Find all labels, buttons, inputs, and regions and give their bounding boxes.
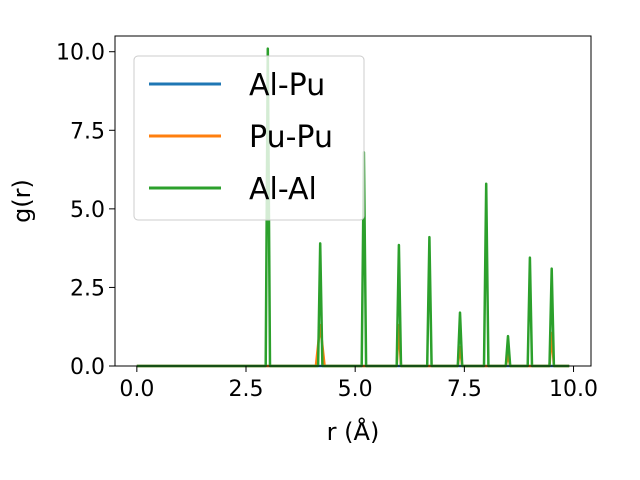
plot-area [114, 35, 592, 368]
x-tick-label: 5.0 [338, 377, 373, 402]
y-axis-ticks: 0.0 2.5 5.0 7.5 10.0 [56, 41, 115, 380]
x-axis-label: r (Å) [327, 417, 380, 446]
axes-frame [114, 35, 592, 367]
y-tick-label: 10.0 [56, 41, 105, 66]
y-tick-label: 2.5 [70, 276, 105, 301]
y-tick-label: 5.0 [70, 198, 105, 223]
x-tick-label: 2.5 [229, 377, 264, 402]
legend-label-al-pu: Al-Pu [249, 68, 325, 103]
x-tick-label: 0.0 [119, 377, 154, 402]
legend-label-al-al: Al-Al [249, 172, 317, 207]
y-tick-label: 0.0 [70, 355, 105, 380]
x-axis-ticks: 0.0 2.5 5.0 7.5 10.0 [119, 366, 598, 402]
y-axis-label: g(r) [8, 179, 36, 223]
legend: Al-Pu Pu-Pu Al-Al [133, 55, 365, 221]
legend-box [133, 55, 365, 221]
y-tick-label: 7.5 [70, 119, 105, 144]
x-tick-label: 7.5 [447, 377, 482, 402]
legend-label-pu-pu: Pu-Pu [249, 120, 333, 155]
x-tick-label: 10.0 [549, 377, 598, 402]
